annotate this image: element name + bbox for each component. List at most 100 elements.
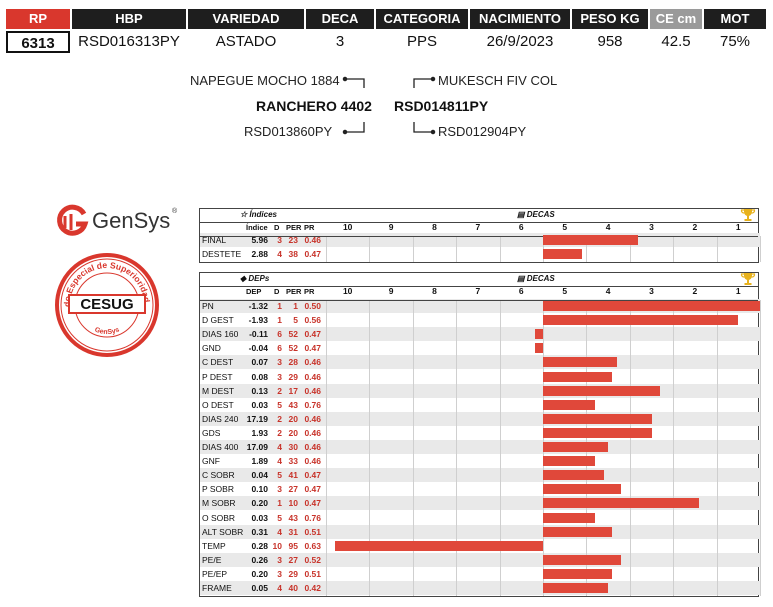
table-title: ◆ DEPs [240, 274, 269, 283]
grid-line [412, 300, 414, 596]
deca-bar [535, 329, 543, 340]
deca-bar [543, 301, 760, 312]
gensys-logo: GenSys ® [54, 202, 184, 238]
table-row: PE/EP 0.20 3 29 0.51 [200, 567, 760, 581]
decas-label: DECAS [526, 210, 555, 219]
header-col-2: VARIEDAD [188, 9, 304, 29]
row-label: PE/E [202, 554, 222, 565]
row-value: 0.28 [251, 540, 268, 551]
row-value: 1.93 [251, 427, 268, 438]
row-deca: 5 [277, 470, 282, 481]
pedigree-sire-sire: NAPEGUE MOCHO 1884 [190, 73, 340, 88]
table-row: D GEST -1.93 1 5 0.56 [200, 313, 760, 327]
row-percentile: 38 [288, 249, 298, 259]
row-deca: 3 [277, 357, 282, 368]
header-value-4: PPS [406, 33, 437, 50]
row-label: GNF [202, 456, 220, 467]
row-percentile: 28 [288, 357, 298, 368]
column-header: D [274, 223, 280, 232]
deca-bar [535, 343, 543, 354]
row-precision: 0.76 [304, 399, 321, 410]
row-percentile: 52 [288, 329, 298, 340]
row-deca: 6 [277, 343, 282, 354]
row-percentile: 1 [293, 301, 298, 311]
row-deca: 1 [277, 498, 282, 509]
row-precision: 0.47 [304, 329, 321, 340]
header-rule [200, 286, 758, 287]
row-precision: 0.63 [304, 540, 321, 551]
deca-tick: 7 [475, 222, 481, 232]
row-label: D GEST [202, 315, 234, 326]
row-shade [200, 524, 760, 539]
row-percentile: 27 [288, 554, 298, 565]
column-header: DEP [246, 287, 262, 296]
header-col-7: CE cm [650, 9, 702, 29]
row-precision: 0.46 [304, 357, 321, 368]
row-percentile: 29 [288, 371, 298, 382]
table-row: GND -0.04 6 52 0.47 [200, 341, 760, 355]
column-header: PER [286, 287, 302, 296]
column-header: D [274, 287, 280, 296]
indices-table: 10 9 8 7 6 5 4 3 2 1 ☆ Índices ▤ DECAS Índice D PER PR F… [199, 208, 761, 263]
row-precision: 0.51 [304, 568, 321, 579]
table-title: ☆ Índices [240, 210, 277, 219]
row-label: GDS [202, 427, 221, 438]
gensys-wordmark: GenSys [92, 208, 171, 233]
row-label: DIAS 400 [202, 442, 239, 452]
row-precision: 0.56 [304, 315, 321, 326]
deca-tick: 8 [432, 286, 437, 296]
row-shade [200, 468, 760, 483]
row-value: 5.96 [251, 235, 268, 245]
grid-line [586, 236, 588, 262]
deca-bar [543, 413, 652, 424]
row-value: 0.13 [251, 385, 268, 396]
row-percentile: 10 [288, 498, 298, 509]
row-precision: 0.47 [304, 343, 321, 354]
deca-bar [543, 498, 700, 509]
row-precision: 0.46 [304, 235, 321, 245]
table-row: PE/E 0.26 3 27 0.52 [200, 553, 760, 567]
column-header: PR [304, 223, 315, 232]
header-table: RP 6313 HBP RSD016313PY VARIEDAD ASTADO DECA 3 C… [6, 9, 766, 53]
row-deca: 4 [277, 583, 282, 593]
row-percentile: 30 [288, 442, 298, 452]
header-rule [200, 300, 758, 301]
deca-tick: 7 [475, 286, 481, 296]
table-row: GDS 1.93 2 20 0.46 [200, 426, 760, 440]
row-percentile: 33 [288, 456, 298, 467]
header-value-2: ASTADO [215, 33, 277, 50]
row-value: 1.89 [251, 456, 268, 467]
row-value: 0.07 [251, 357, 268, 368]
row-precision: 0.42 [304, 583, 321, 593]
row-shade [200, 440, 760, 455]
row-deca: 5 [277, 399, 282, 410]
deca-tick: 5 [562, 222, 568, 232]
row-label: P SOBR [202, 484, 234, 495]
row-precision: 0.46 [304, 442, 321, 452]
row-label: DIAS 240 [202, 413, 239, 424]
deca-bar [543, 385, 661, 396]
grid-line [673, 236, 675, 262]
row-value: 0.03 [251, 512, 268, 523]
row-deca: 4 [277, 526, 282, 537]
row-label: ALT SOBR [202, 526, 244, 537]
decas-label: DECAS [526, 274, 555, 283]
header-col-1: HBP [72, 9, 186, 29]
gensys-mark-icon [57, 204, 89, 236]
row-label: PN [202, 301, 214, 311]
table-row: DIAS 400 17.09 4 30 0.46 [200, 440, 760, 454]
row-precision: 0.51 [304, 526, 321, 537]
row-deca: 10 [272, 540, 282, 551]
deca-bar [543, 399, 596, 410]
row-value: 0.03 [251, 399, 268, 410]
header-rule [200, 222, 758, 223]
row-precision: 0.76 [304, 512, 321, 523]
row-deca: 4 [277, 442, 282, 452]
deca-tick: 10 [342, 222, 353, 232]
table-row: O SOBR 0.03 5 43 0.76 [200, 511, 760, 525]
row-deca: 3 [277, 554, 282, 565]
table-row: DIAS 160 -0.11 6 52 0.47 [200, 327, 760, 341]
row-percentile: 5 [293, 315, 298, 326]
row-value: -1.32 [248, 301, 268, 311]
table-row: FINAL 5.96 3 23 0.46 [200, 233, 760, 247]
